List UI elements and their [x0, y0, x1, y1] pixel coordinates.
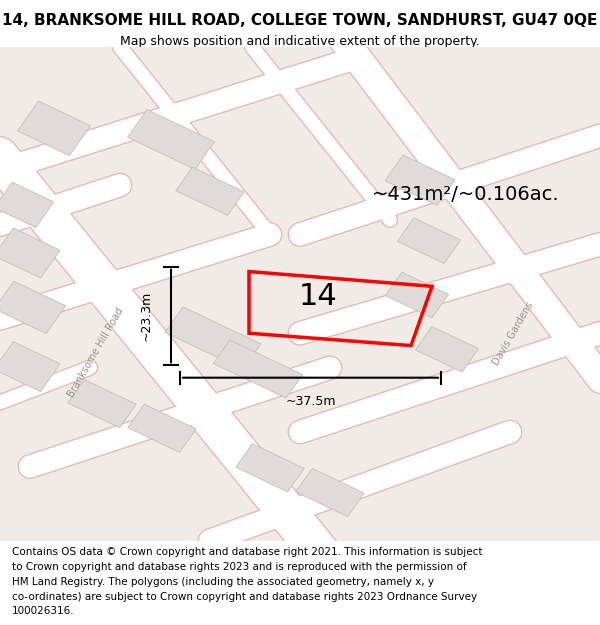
- Polygon shape: [0, 342, 60, 392]
- Polygon shape: [128, 404, 196, 452]
- Polygon shape: [127, 109, 215, 169]
- Text: Contains OS data © Crown copyright and database right 2021. This information is : Contains OS data © Crown copyright and d…: [12, 548, 482, 558]
- Polygon shape: [397, 217, 461, 264]
- Polygon shape: [176, 168, 244, 216]
- Polygon shape: [236, 444, 304, 492]
- Text: Davis Gardens: Davis Gardens: [491, 300, 535, 367]
- Polygon shape: [296, 468, 364, 517]
- Polygon shape: [385, 155, 455, 206]
- Polygon shape: [0, 228, 60, 278]
- Text: 14, BRANKSOME HILL ROAD, COLLEGE TOWN, SANDHURST, GU47 0QE: 14, BRANKSOME HILL ROAD, COLLEGE TOWN, S…: [2, 13, 598, 28]
- Text: to Crown copyright and database rights 2023 and is reproduced with the permissio: to Crown copyright and database rights 2…: [12, 562, 467, 572]
- Polygon shape: [68, 379, 136, 428]
- Text: Map shows position and indicative extent of the property.: Map shows position and indicative extent…: [120, 35, 480, 48]
- Polygon shape: [17, 101, 91, 156]
- Text: ~23.3m: ~23.3m: [140, 291, 153, 341]
- Text: Branksome Hill Road: Branksome Hill Road: [66, 306, 126, 399]
- Text: ~431m²/~0.106ac.: ~431m²/~0.106ac.: [372, 186, 560, 204]
- Polygon shape: [214, 340, 302, 398]
- Polygon shape: [0, 182, 54, 228]
- Text: HM Land Registry. The polygons (including the associated geometry, namely x, y: HM Land Registry. The polygons (includin…: [12, 577, 434, 587]
- Text: co-ordinates) are subject to Crown copyright and database rights 2023 Ordnance S: co-ordinates) are subject to Crown copyr…: [12, 592, 477, 602]
- Polygon shape: [165, 307, 261, 369]
- Text: ~37.5m: ~37.5m: [285, 395, 336, 408]
- Polygon shape: [385, 272, 449, 318]
- Polygon shape: [0, 281, 66, 334]
- Text: 14: 14: [299, 282, 337, 311]
- Text: 100026316.: 100026316.: [12, 606, 74, 616]
- Polygon shape: [415, 326, 479, 372]
